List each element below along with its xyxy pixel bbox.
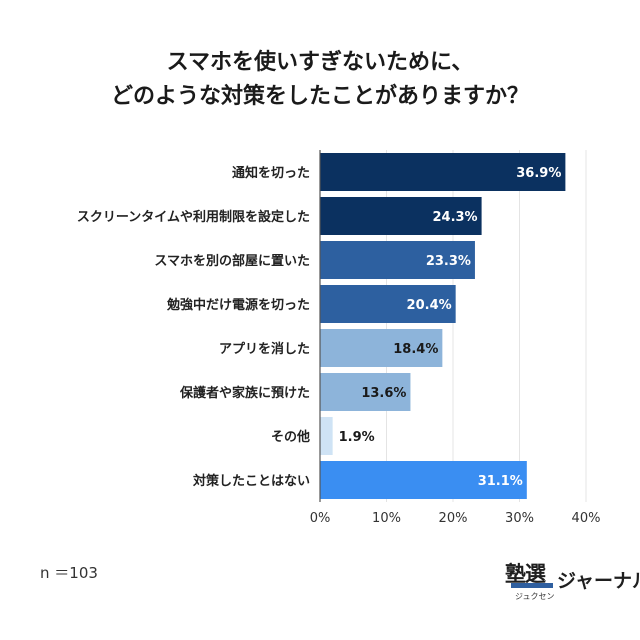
data-label: 20.4% <box>407 298 452 313</box>
bar <box>320 197 482 235</box>
bar <box>320 417 333 455</box>
category-label: 保護者や家族に預けた <box>179 385 310 401</box>
bar <box>320 461 527 499</box>
title-line-2: どのような対策をしたことがありますか？ <box>110 84 529 109</box>
data-label: 23.3% <box>426 254 471 269</box>
chart-title: スマホを使いすぎないために、 どのような対策をしたことがありますか？ <box>0 46 640 114</box>
data-label: 18.4% <box>393 342 438 357</box>
sample-size: n ＝103 <box>40 564 98 582</box>
data-label: 31.1% <box>478 474 523 489</box>
bar <box>320 241 475 279</box>
bar <box>320 285 456 323</box>
bar <box>320 373 411 411</box>
x-tick-label: 20% <box>439 511 468 526</box>
x-tick-label: 10% <box>372 511 401 526</box>
bar <box>320 329 443 367</box>
x-tick-label: 40% <box>572 511 601 526</box>
category-label: スクリーンタイムや利用制限を設定した <box>77 209 310 225</box>
category-label: アプリを消した <box>219 341 310 357</box>
data-label: 36.9% <box>516 166 561 181</box>
data-label: 24.3% <box>432 210 477 225</box>
logo-underline <box>511 583 553 588</box>
x-tick-label: 0% <box>310 511 331 526</box>
x-tick-label: 30% <box>505 511 534 526</box>
bar <box>320 153 566 191</box>
title-line-1: スマホを使いすぎないために、 <box>166 50 474 75</box>
category-label: 対策したことはない <box>192 473 310 489</box>
logo-sub: ジュクセン <box>515 592 555 601</box>
logo-word: ジャーナル <box>557 570 640 592</box>
category-label: 勉強中だけ電源を切った <box>166 297 310 313</box>
logo-kanji: 塾選 <box>505 562 546 586</box>
category-label: 通知を切った <box>232 165 310 181</box>
data-label: 1.9% <box>339 430 375 445</box>
category-label: その他 <box>271 429 310 445</box>
data-label: 13.6% <box>361 386 406 401</box>
brand-logo: 塾選 ジュクセン ジャーナル <box>505 556 640 606</box>
category-label: スマホを別の部屋に置いた <box>154 253 310 269</box>
